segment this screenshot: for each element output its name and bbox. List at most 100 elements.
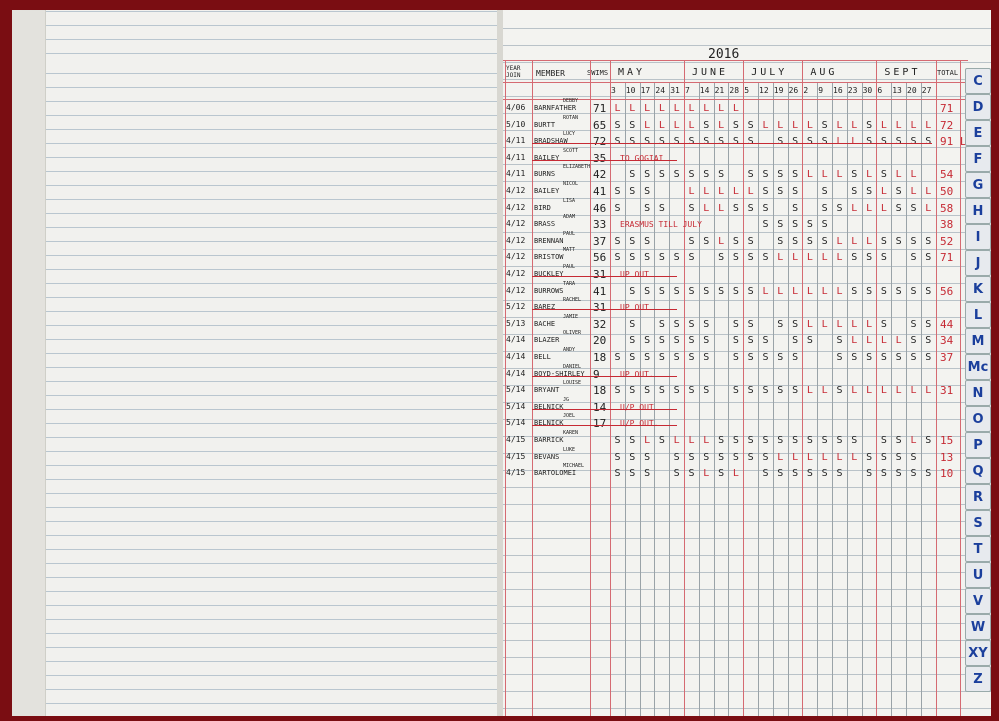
index-tab-mc[interactable]: Mc [965,354,991,380]
attendance-mark: L [703,435,710,446]
date-label: 13 [892,86,902,95]
attendance-mark: S [673,352,680,363]
row-join-date: 4/12 [506,252,526,262]
date-label: 20 [907,86,917,95]
index-tab-u[interactable]: U [965,562,991,588]
column-rule [960,60,961,716]
strike-through-line [532,408,677,410]
year-heading: 2016 [708,47,740,62]
attendance-mark: S [851,252,858,264]
row-join-date: 4/14 [506,335,526,345]
alphabet-index-tabs: C D E F G H I J K L M Mc N O P Q R S T U V W XY Z [965,68,991,692]
index-tab-i[interactable]: I [965,224,991,250]
row-swims: 17 [593,417,607,431]
attendance-mark: S [821,136,828,148]
column-divider [713,82,715,716]
row-join-date: 4/12 [506,186,526,195]
attendance-mark: S [777,468,784,480]
attendance-mark: S [910,352,917,363]
attendance-mark: S [688,385,695,397]
row-swims: 46 [593,201,607,215]
row-swims: 32 [593,317,607,331]
attendance-mark: S [747,252,754,264]
row-member-firstname: JAMIE [563,313,579,320]
index-tab-m[interactable]: M [965,328,991,354]
attendance-mark: L [806,385,813,397]
attendance-mark: S [629,318,636,330]
attendance-mark: S [688,202,695,214]
index-tab-p[interactable]: P [965,432,991,458]
date-label: 3 [611,86,616,95]
attendance-mark: S [777,235,784,247]
attendance-mark: S [866,186,873,197]
attendance-mark: S [673,468,680,480]
attendance-mark: L [614,103,621,114]
row-join-date: 5/14 [506,418,526,428]
index-tab-h[interactable]: H [965,198,991,224]
index-tab-c[interactable]: C [965,68,991,94]
attendance-mark: S [673,335,680,347]
attendance-mark: L [792,451,799,463]
column-rule [684,60,685,716]
row-member-firstname: OLIVER [563,330,582,337]
index-tab-n[interactable]: N [965,380,991,406]
attendance-mark: S [836,335,843,347]
index-tab-r[interactable]: R [965,484,991,510]
attendance-mark: S [792,202,799,214]
index-tab-k[interactable]: K [965,276,991,302]
attendance-mark: L [718,186,725,197]
attendance-mark: S [880,435,887,446]
attendance-mark: S [910,285,917,297]
row-member-surname: BAILEY [534,153,560,162]
attendance-mark: S [792,385,799,397]
attendance-mark: S [629,468,636,480]
row-member-firstname: NICOL [563,181,579,187]
column-divider [639,82,641,716]
strike-through-line [532,375,677,377]
index-tab-d[interactable]: D [965,94,991,120]
row-join-date: 4/15 [506,451,526,461]
attendance-mark: S [688,352,695,363]
attendance-mark: S [614,435,621,446]
index-tab-g[interactable]: G [965,172,991,198]
column-rule [935,60,937,716]
attendance-mark: L [747,186,754,197]
attendance-mark: S [851,285,858,297]
attendance-mark: S [658,318,665,330]
attendance-mark: L [866,385,873,397]
attendance-mark: S [658,435,665,446]
row-member-firstname: DANIEL [563,363,582,370]
attendance-mark: S [777,169,784,181]
index-tab-l[interactable]: L [965,302,991,328]
index-tab-j[interactable]: J [965,250,991,276]
row-member-surname: BRENNAN [534,236,564,245]
attendance-mark: S [658,335,665,347]
row-total: 72 [940,118,954,132]
row-member-surname: BELL [534,353,551,361]
attendance-mark: S [644,169,651,181]
attendance-mark: S [925,435,932,446]
attendance-mark: S [673,169,680,181]
index-tab-s[interactable]: S [965,510,991,536]
attendance-mark: S [718,285,725,297]
attendance-mark: S [614,252,621,264]
attendance-mark: L [806,119,813,131]
index-tab-xy[interactable]: XY [965,640,991,666]
index-tab-f[interactable]: F [965,146,991,172]
index-tab-w[interactable]: W [965,614,991,640]
row-member-firstname: MATT [563,247,576,254]
index-tab-t[interactable]: T [965,536,991,562]
attendance-mark: S [792,468,799,480]
index-tab-z[interactable]: Z [965,666,991,692]
attendance-mark: L [629,103,636,114]
index-tab-o[interactable]: O [965,406,991,432]
attendance-mark: L [866,335,873,347]
index-tab-v[interactable]: V [965,588,991,614]
attendance-mark: S [851,186,858,197]
attendance-mark: L [910,186,917,197]
attendance-mark: L [866,169,873,181]
row-member-firstname: JG [563,396,570,403]
row-member-firstname: LUCY [563,131,576,138]
index-tab-q[interactable]: Q [965,458,991,484]
index-tab-e[interactable]: E [965,120,991,146]
